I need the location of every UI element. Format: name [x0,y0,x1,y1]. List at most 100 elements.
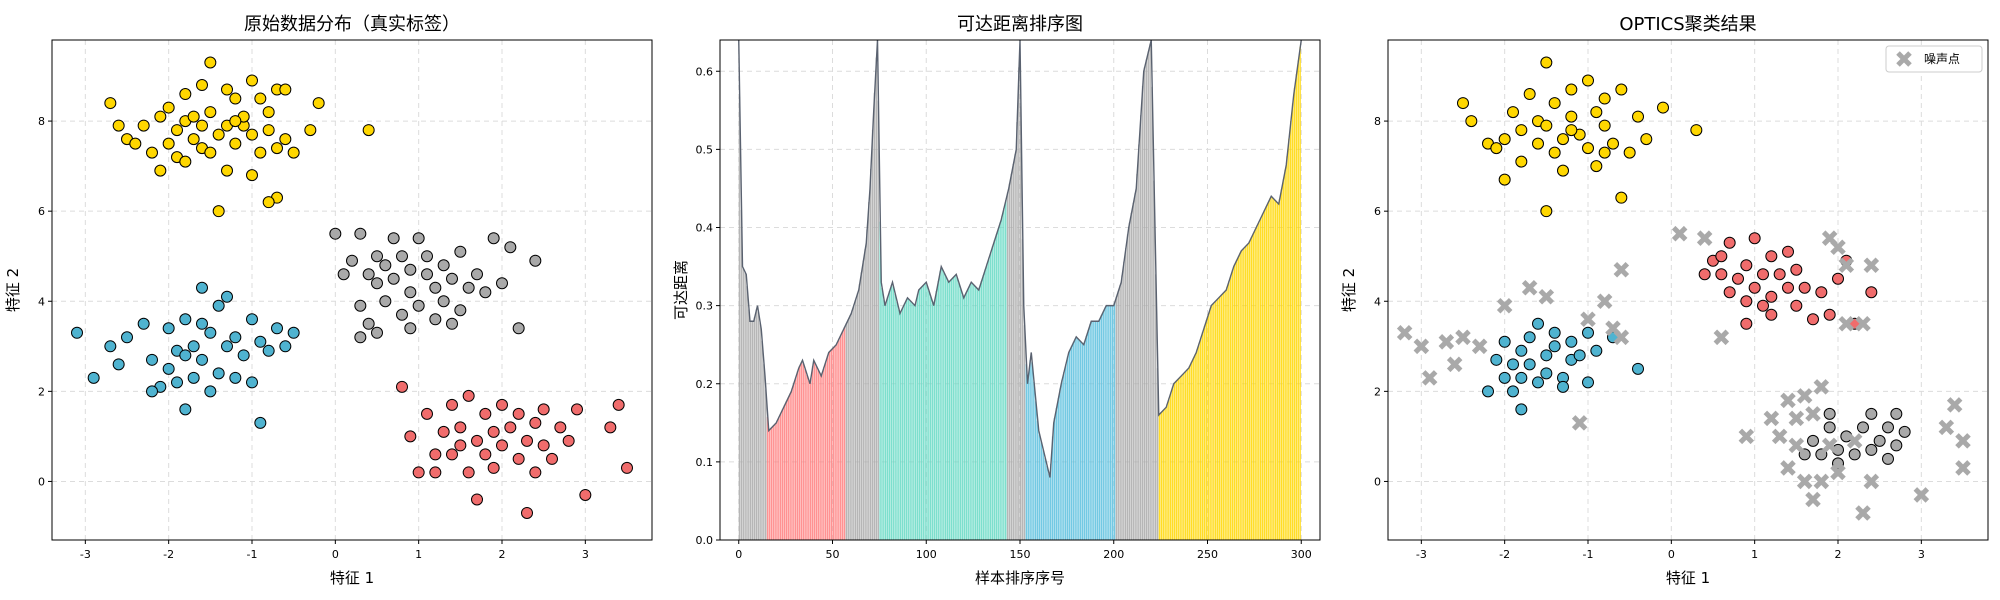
data-point [1540,205,1553,218]
data-point [221,83,233,96]
data-point [1757,268,1769,281]
reachability-bar [1050,463,1052,540]
reachability-bar [1171,386,1174,540]
data-point [437,425,450,438]
reachability-bar [1113,302,1116,540]
data-point [304,124,317,137]
data-point [162,362,175,375]
reachability-bar [853,304,855,540]
noise-point [1396,325,1413,341]
reachability-bar [742,268,744,540]
reachability-bar [873,92,876,540]
data-point [1582,74,1594,87]
reachability-bar [868,202,870,540]
reachability-bar [1254,229,1256,540]
x-tick-label: 3 [1918,548,1925,561]
data-point [1782,245,1794,258]
reachability-bar [1276,203,1279,540]
data-point [1523,331,1536,344]
noise-point [1788,437,1805,454]
y-tick-label: 0.3 [696,300,714,313]
noise-point [1955,460,1971,476]
data-point [1582,326,1594,339]
data-point [496,439,508,452]
data-point [1498,133,1511,146]
reachability-bar [1269,198,1271,540]
reachability-bar [956,277,958,540]
reachability-bar [832,347,834,540]
data-point [412,232,425,245]
reachability-bar [1070,346,1073,540]
reachability-bar [1134,193,1136,540]
data-point [1582,376,1594,389]
data-point [371,250,383,263]
reachability-bar [900,311,902,540]
reachability-bar [825,361,827,540]
data-point [254,92,267,105]
data-point [1798,281,1811,294]
reachability-bar [1267,202,1269,540]
y-tick-label: 8 [38,115,45,128]
reachability-bar [1246,244,1249,540]
data-point [1615,83,1628,96]
data-point [187,371,200,384]
reachability-bar [1132,203,1134,540]
reachability-bar [1020,106,1022,540]
reachability-bar [1205,320,1208,540]
data-point [1790,263,1803,276]
data-point [496,398,508,411]
data-point [1507,385,1519,398]
reachability-bar [785,401,788,540]
reachability-bar [980,281,983,540]
data-point [246,376,258,389]
reachability-bar [1168,398,1170,540]
reachability-bar [1065,364,1067,540]
reachability-bar [1085,335,1088,540]
data-point [471,268,483,281]
noise-point [1796,473,1813,490]
reachability-bar [1295,74,1298,540]
data-point [1640,133,1653,146]
data-point [1515,371,1528,384]
data-point [171,376,183,389]
data-point [604,421,617,434]
reachability-bar [1151,86,1153,540]
data-point [179,349,192,362]
data-point [1557,380,1569,393]
x-tick-label: 2 [1835,548,1842,561]
noise-point [1580,311,1596,328]
data-point [462,281,475,294]
reachability-bar [922,285,924,540]
data-point [462,466,475,479]
data-point [1715,250,1728,263]
reachability-bar [1164,408,1166,540]
reachability-bar [808,380,810,540]
reachability-bar [1104,307,1106,540]
data-point [1457,97,1469,110]
reachability-bar [1001,215,1003,540]
reachability-bar [753,317,756,540]
reachability-bar [1231,269,1234,540]
reachability-bar [821,373,823,540]
data-point [254,416,267,429]
reachability-bar [939,271,941,540]
reachability-bar [1031,362,1033,540]
data-point [1782,281,1794,294]
reachability-bar [795,376,797,540]
reachability-bar [913,304,915,540]
y-axis-label: 可达距离 [672,260,690,320]
noise-point [1788,410,1805,427]
data-point [379,295,392,308]
reachability-bar [1198,343,1200,540]
data-point [1523,88,1536,101]
data-point [221,340,233,353]
reachability-bar [774,423,776,540]
noise-point [1846,433,1863,449]
data-point [229,137,242,150]
data-point [562,434,575,447]
reachability-bar [1280,189,1283,540]
data-point [287,146,300,159]
data-point [1540,56,1553,69]
noise-point [1796,388,1813,404]
reachability-bar [1286,156,1288,540]
